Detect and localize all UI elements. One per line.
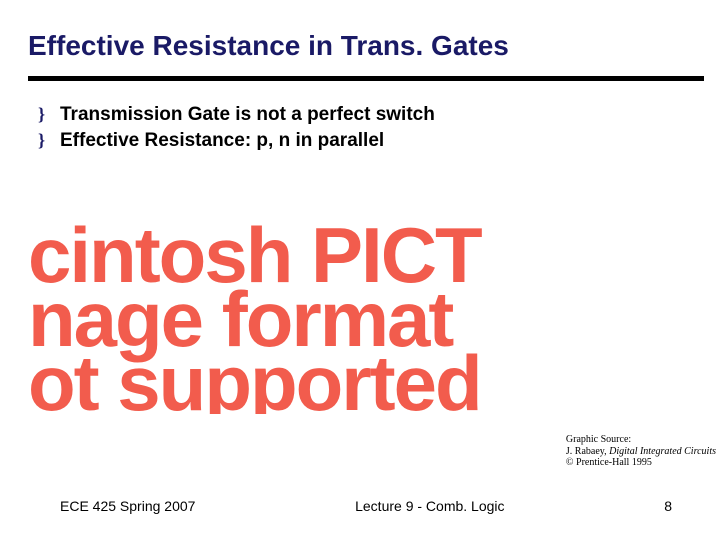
pict-error-graphic: cintosh PICT nage format ot supported xyxy=(28,224,694,414)
bullet-item: } Transmission Gate is not a perfect swi… xyxy=(38,104,435,126)
title-rule xyxy=(28,76,704,81)
slide: Effective Resistance in Trans. Gates } T… xyxy=(0,0,720,540)
credit-line: © Prentice-Hall 1995 xyxy=(566,457,716,469)
slide-title: Effective Resistance in Trans. Gates xyxy=(28,30,509,62)
pict-error-line: ot supported xyxy=(28,352,694,414)
bullet-text: Transmission Gate is not a perfect switc… xyxy=(60,104,435,126)
credit-author: J. Rabaey, xyxy=(566,446,609,457)
footer-page-number: 8 xyxy=(664,498,672,514)
bullet-text: Effective Resistance: p, n in parallel xyxy=(60,130,384,152)
credit-line: Graphic Source: xyxy=(566,434,716,446)
bullet-marker-icon: } xyxy=(38,105,60,123)
bullet-list: } Transmission Gate is not a perfect swi… xyxy=(38,104,435,156)
graphic-source-credit: Graphic Source: J. Rabaey, Digital Integ… xyxy=(566,434,716,469)
bullet-marker-icon: } xyxy=(38,131,60,149)
credit-title-italic: Digital Integrated Circuits xyxy=(609,446,716,457)
footer-left: ECE 425 Spring 2007 xyxy=(60,498,195,514)
bullet-item: } Effective Resistance: p, n in parallel xyxy=(38,130,435,152)
footer-center: Lecture 9 - Comb. Logic xyxy=(355,498,504,514)
credit-line: J. Rabaey, Digital Integrated Circuits xyxy=(566,446,716,458)
slide-footer: ECE 425 Spring 2007 Lecture 9 - Comb. Lo… xyxy=(0,498,720,514)
